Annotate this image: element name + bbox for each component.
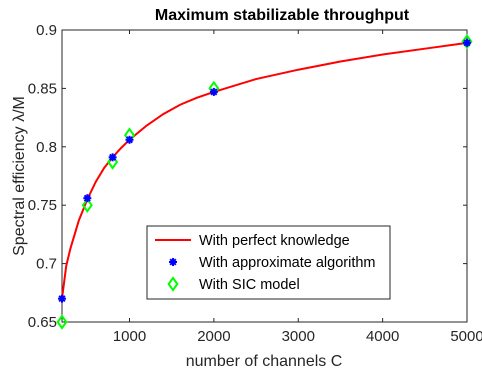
y-tick-label: 0.9 [36,22,57,39]
chart-title: Maximum stabilizable throughput [155,7,410,24]
point-approximate-algorithm [209,87,218,96]
point-approximate-algorithm [108,153,117,162]
y-tick-label: 0.65 [28,314,57,331]
legend-star-icon [169,258,177,266]
series-line-perfect-knowledge [61,41,468,299]
legend-label-approximate-algorithm: With approximate algorithm [199,255,376,271]
point-approximate-algorithm [125,135,134,144]
point-approximate-algorithm [463,38,471,47]
legend-box [146,225,391,300]
y-axis: 0.65 0.7 0.75 0.8 0.85 0.9 [28,22,467,331]
y-axis-label: Spectral efficiency λ/M [11,96,28,256]
legend-label-sic-model: With SIC model [199,277,300,293]
point-sic-model [56,314,68,330]
point-sic-model [461,33,473,50]
x-tick-label: 4000 [366,328,399,345]
x-tick-label: 3000 [282,328,315,345]
x-tick-label: 2000 [197,328,230,345]
legend: With perfect knowledge With approximate … [146,225,391,300]
y-tick-label: 0.8 [36,139,57,156]
y-tick-label: 0.85 [28,80,57,97]
legend-label-perfect-knowledge: With perfect knowledge [199,233,350,249]
y-tick-label: 0.75 [28,197,57,214]
x-tick-label: 1000 [113,328,146,345]
y-tick-label: 0.7 [36,256,57,273]
x-axis: 1000 2000 3000 4000 5000 [113,30,482,345]
legend-diamond-marker [167,276,179,292]
x-axis-label: number of channels C [186,353,343,370]
point-approximate-algorithm [83,194,92,203]
legend-star-marker [169,258,177,266]
point-approximate-algorithm [58,294,66,303]
series-layer [56,33,473,330]
x-tick-label: 5000 [450,328,482,345]
point-sic-model [81,197,93,213]
legend-diamond-icon [167,276,179,292]
